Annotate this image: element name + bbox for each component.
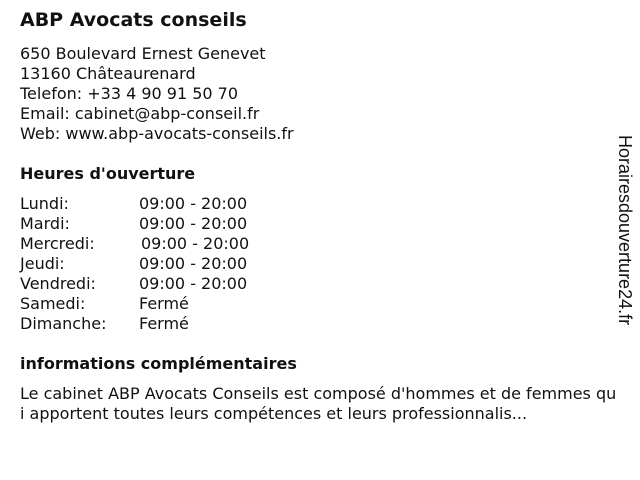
email: Email: cabinet@abp-conseil.fr	[20, 104, 260, 123]
contact-block: 650 Boulevard Ernest Genevet 13160 Châte…	[20, 44, 294, 144]
day: Samedi:	[20, 294, 86, 313]
address-city: 13160 Châteaurenard	[20, 64, 196, 83]
hours-heading: Heures d'ouverture	[20, 164, 196, 183]
time: 09:00 - 20:00	[139, 274, 248, 293]
day: Mercredi:	[20, 234, 95, 253]
address-street: 650 Boulevard Ernest Genevet	[20, 44, 266, 63]
watermark: Horairesdouverture24.fr	[615, 135, 635, 326]
info-text: Le cabinet ABP Avocats Conseils est comp…	[20, 384, 617, 423]
hours-row: Samedi: Fermé	[20, 294, 249, 314]
info-heading: informations complémentaires	[20, 354, 297, 373]
hours-row: Mercredi: 09:00 - 20:00	[20, 234, 249, 254]
hours-row: Mardi: 09:00 - 20:00	[20, 214, 249, 234]
time: 09:00 - 20:00	[139, 214, 248, 233]
day: Mardi:	[20, 214, 70, 233]
website: Web: www.abp-avocats-conseils.fr	[20, 124, 294, 143]
time: Fermé	[139, 314, 189, 333]
day: Jeudi:	[20, 254, 65, 273]
time: 09:00 - 20:00	[139, 254, 248, 273]
day: Vendredi:	[20, 274, 96, 293]
time: Fermé	[139, 294, 189, 313]
time: 09:00 - 20:00	[141, 234, 250, 253]
hours-row: Vendredi: 09:00 - 20:00	[20, 274, 249, 294]
hours-row: Jeudi: 09:00 - 20:00	[20, 254, 249, 274]
business-name: ABP Avocats conseils	[20, 9, 247, 31]
hours-row: Lundi: 09:00 - 20:00	[20, 194, 249, 214]
hours-row: Dimanche: Fermé	[20, 314, 249, 334]
phone: Telefon: +33 4 90 91 50 70	[20, 84, 239, 103]
time: 09:00 - 20:00	[139, 194, 248, 213]
hours-table: Lundi: 09:00 - 20:00 Mardi: 09:00 - 20:00 …	[20, 194, 249, 334]
day: Dimanche:	[20, 314, 107, 333]
day: Lundi:	[20, 194, 69, 213]
